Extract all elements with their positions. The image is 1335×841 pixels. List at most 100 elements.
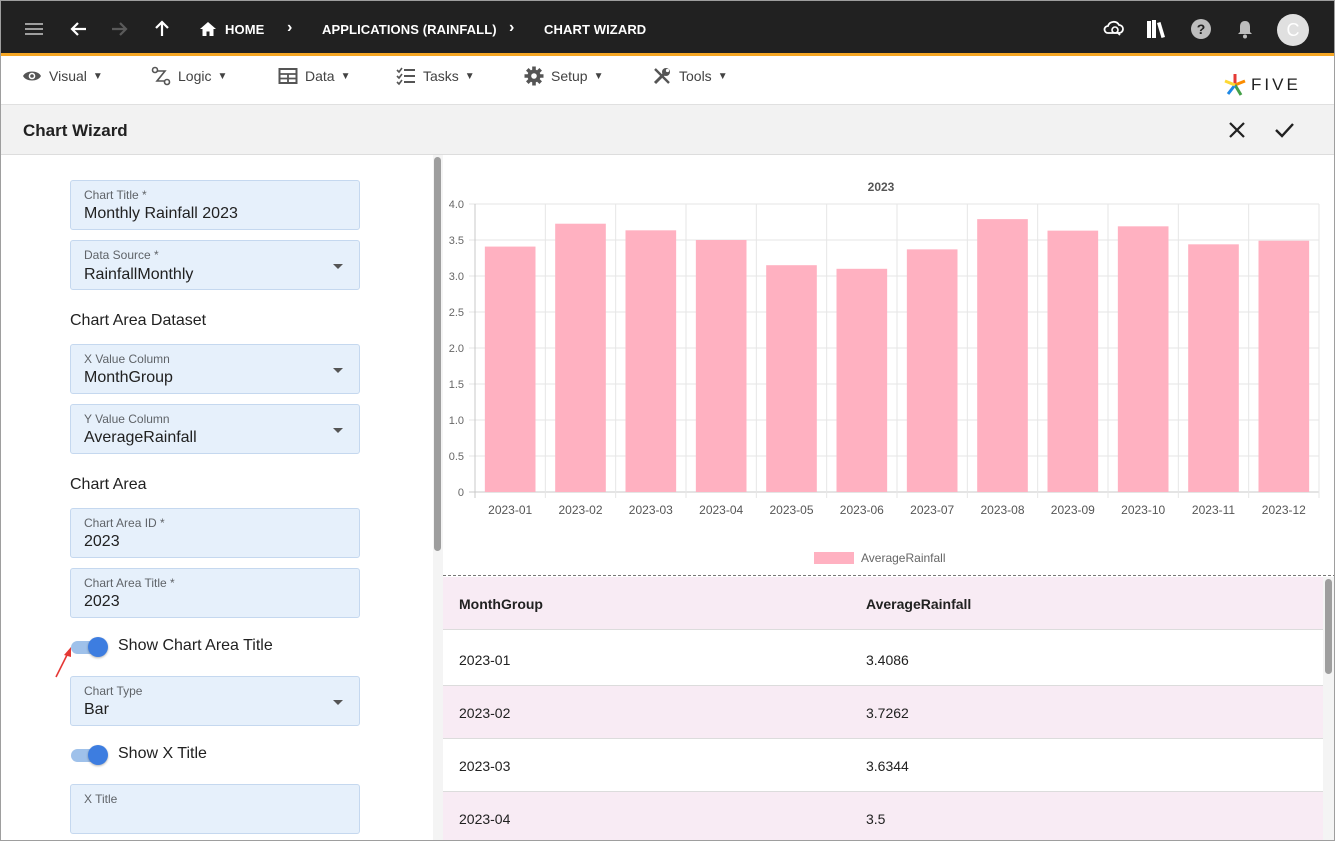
- show-x-title-label: Show X Title: [118, 745, 207, 762]
- bar-2023-03[interactable]: [625, 230, 677, 493]
- menu-setup[interactable]: Setup ▼: [524, 65, 604, 87]
- y-value-column-label: Y Value Column: [84, 412, 170, 426]
- y-tick-label: 2.0: [449, 343, 464, 355]
- table-row[interactable]: 2023-04 3.5: [443, 792, 1323, 840]
- save-check-icon[interactable]: [1273, 119, 1295, 141]
- help-icon[interactable]: ?: [1190, 18, 1212, 40]
- notifications-bell-icon[interactable]: [1234, 18, 1256, 40]
- column-header-averagerainfall[interactable]: AverageRainfall: [866, 596, 972, 612]
- table-row[interactable]: 2023-01 3.4086: [443, 633, 1323, 686]
- x-value-column-select[interactable]: X Value Column MonthGroup: [70, 344, 360, 394]
- bar-2023-04[interactable]: [695, 240, 747, 492]
- cell-averagerainfall: 3.4086: [866, 652, 909, 668]
- bar-2023-08[interactable]: [977, 219, 1028, 492]
- cell-averagerainfall: 3.5: [866, 811, 886, 827]
- cancel-close-icon[interactable]: [1226, 119, 1248, 141]
- x-tick-label: 2023-01: [488, 503, 532, 517]
- x-value-column-value: MonthGroup: [84, 369, 173, 386]
- menu-data-label: Data: [305, 68, 335, 84]
- y-tick-label: 4.0: [449, 199, 464, 211]
- cell-monthgroup: 2023-02: [459, 705, 511, 721]
- eye-icon: [23, 71, 41, 81]
- chart-gridlines: [469, 203, 1320, 498]
- form-scrollbar[interactable]: [433, 155, 443, 840]
- five-logo: FIVE: [1223, 73, 1301, 97]
- y-tick-label: 0: [458, 487, 464, 499]
- top-app-bar: HOME › APPLICATIONS (RAINFALL) › CHART W…: [1, 1, 1334, 56]
- x-tick-label: 2023-10: [1121, 503, 1165, 517]
- show-x-title-toggle[interactable]: [71, 745, 109, 765]
- user-avatar[interactable]: C: [1277, 14, 1309, 46]
- legend-label: AverageRainfall: [861, 551, 946, 565]
- bar-2023-10[interactable]: [1117, 226, 1169, 492]
- caret-down-icon: ▼: [217, 70, 228, 82]
- bar-2023-01[interactable]: [484, 246, 536, 492]
- menu-tools[interactable]: Tools ▼: [652, 65, 728, 87]
- dropdown-arrow-icon: [333, 264, 343, 269]
- toggle-knob: [88, 745, 108, 765]
- x-title-field[interactable]: X Title: [70, 784, 360, 834]
- x-tick-label: 2023-03: [629, 503, 673, 517]
- caret-down-icon: ▼: [717, 70, 728, 82]
- wizard-title-bar: Chart Wizard: [1, 105, 1334, 155]
- chart-area-id-field[interactable]: Chart Area ID * 2023: [70, 508, 360, 558]
- bar-2023-12[interactable]: [1258, 240, 1310, 492]
- table-row[interactable]: 2023-03 3.6344: [443, 739, 1323, 792]
- table-scrollbar[interactable]: [1323, 577, 1334, 840]
- breadcrumb-applications[interactable]: APPLICATIONS (RAINFALL): [322, 22, 497, 37]
- breadcrumb-chart-wizard: CHART WIZARD: [544, 22, 647, 37]
- cell-monthgroup: 2023-01: [459, 652, 511, 668]
- menu-tasks[interactable]: Tasks ▼: [396, 65, 475, 87]
- menu-logic[interactable]: Logic ▼: [151, 65, 227, 87]
- chart-type-select[interactable]: Chart Type Bar: [70, 676, 360, 726]
- x-tick-label: 2023-07: [910, 503, 954, 517]
- y-tick-label: 0.5: [449, 451, 464, 463]
- menu-data[interactable]: Data ▼: [278, 65, 350, 87]
- breadcrumb-separator: ›: [509, 19, 515, 36]
- back-arrow-icon[interactable]: [68, 18, 90, 40]
- page-title: Chart Wizard: [23, 121, 128, 140]
- bar-2023-02[interactable]: [555, 223, 606, 492]
- cloud-sync-icon[interactable]: [1102, 16, 1126, 40]
- dropdown-arrow-icon: [333, 368, 343, 373]
- table-row[interactable]: 2023-02 3.7262: [443, 686, 1323, 739]
- form-scrollbar-thumb[interactable]: [434, 157, 441, 551]
- menu-logic-label: Logic: [178, 68, 212, 84]
- x-tick-label: 2023-02: [558, 503, 602, 517]
- toggle-knob: [88, 637, 108, 657]
- column-header-monthgroup[interactable]: MonthGroup: [459, 596, 543, 612]
- breadcrumb-home[interactable]: HOME: [225, 22, 265, 37]
- bar-2023-11[interactable]: [1188, 244, 1239, 492]
- caret-down-icon: ▼: [340, 70, 351, 82]
- chart-bars: [484, 219, 1310, 493]
- forward-arrow-icon[interactable]: [108, 18, 130, 40]
- caret-down-icon: ▼: [464, 70, 475, 82]
- bar-2023-09[interactable]: [1047, 230, 1099, 492]
- table-header-row: MonthGroup AverageRainfall: [443, 577, 1323, 630]
- chart-preview: 2023 0 0.5 1.0 1.5 2.0 2.5 3.0 3.5 4.0 2023-01 20…: [443, 155, 1334, 576]
- data-source-select[interactable]: Data Source * RainfallMonthly: [70, 240, 360, 290]
- bar-2023-06[interactable]: [836, 268, 888, 492]
- y-tick-label: 2.5: [449, 307, 464, 319]
- five-logo-mark-icon: [1224, 74, 1246, 96]
- menu-visual[interactable]: Visual ▼: [22, 65, 103, 87]
- bar-2023-05[interactable]: [766, 265, 817, 492]
- chart-title-value: Monthly Rainfall 2023: [84, 205, 238, 222]
- show-chart-area-title-toggle[interactable]: [71, 637, 109, 657]
- table-scrollbar-thumb[interactable]: [1325, 579, 1332, 674]
- x-tick-label: 2023-06: [840, 503, 884, 517]
- library-books-icon[interactable]: [1145, 17, 1169, 41]
- up-arrow-icon[interactable]: [151, 18, 173, 40]
- y-value-column-select[interactable]: Y Value Column AverageRainfall: [70, 404, 360, 454]
- home-icon[interactable]: [198, 19, 218, 39]
- menu-tasks-label: Tasks: [423, 68, 459, 84]
- chart-type-label: Chart Type: [84, 684, 143, 698]
- chart-title-field[interactable]: Chart Title * Monthly Rainfall 2023: [70, 180, 360, 230]
- chart-area-title-field[interactable]: Chart Area Title * 2023: [70, 568, 360, 618]
- bar-2023-07[interactable]: [906, 249, 958, 492]
- x-tick-label: 2023-05: [769, 503, 813, 517]
- x-tick-label: 2023-08: [980, 503, 1024, 517]
- data-table: MonthGroup AverageRainfall 2023-01 3.408…: [443, 577, 1323, 840]
- x-tick-label: 2023-09: [1051, 503, 1095, 517]
- hamburger-menu-icon[interactable]: [23, 18, 45, 40]
